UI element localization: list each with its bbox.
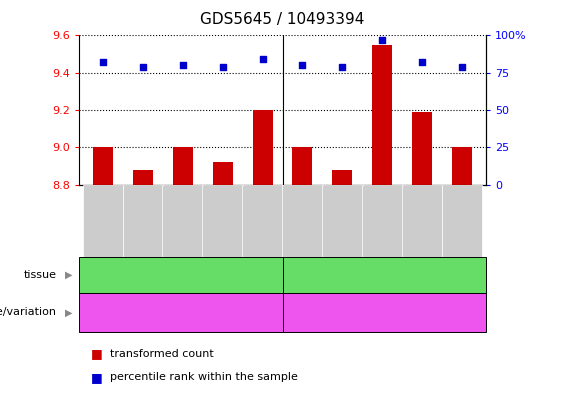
Bar: [133, 170, 153, 185]
Point: [258, 56, 267, 62]
Text: GSM1348738: GSM1348738: [298, 191, 307, 252]
Text: ▶: ▶: [65, 270, 72, 280]
Point: [338, 64, 347, 70]
Point: [458, 64, 467, 70]
Bar: [253, 110, 272, 185]
Text: tissue: tissue: [24, 270, 56, 280]
Point: [298, 62, 307, 68]
Text: GSM1348736: GSM1348736: [218, 191, 227, 252]
Point: [218, 64, 227, 70]
Bar: [412, 112, 432, 185]
Text: genotype/variation: genotype/variation: [0, 307, 56, 318]
Text: percentile rank within the sample: percentile rank within the sample: [110, 372, 298, 382]
Point: [98, 59, 107, 65]
Point: [418, 59, 427, 65]
Text: GSM1348737: GSM1348737: [258, 191, 267, 252]
Text: Anaplastic Thyroid Carcinoma tumor: Anaplastic Thyroid Carcinoma tumor: [295, 270, 473, 280]
Text: transformed count: transformed count: [110, 349, 214, 359]
Text: Papillary Thyroid Carcinoma tumor: Papillary Thyroid Carcinoma tumor: [90, 270, 271, 280]
Point: [377, 37, 386, 43]
Bar: [293, 147, 312, 185]
Text: TPOCreER; BrafV600E: TPOCreER; BrafV600E: [124, 307, 238, 318]
Bar: [332, 170, 353, 185]
Point: [179, 62, 188, 68]
Point: [138, 64, 147, 70]
Text: ■: ■: [90, 347, 102, 360]
Text: GSM1348739: GSM1348739: [338, 191, 347, 252]
Bar: [212, 162, 233, 185]
Text: ■: ■: [90, 371, 102, 384]
Bar: [452, 147, 472, 185]
Bar: [93, 147, 113, 185]
Bar: [372, 45, 392, 185]
Text: GSM1348741: GSM1348741: [418, 191, 427, 251]
Text: GSM1348740: GSM1348740: [378, 191, 386, 251]
Bar: [173, 147, 193, 185]
Text: GDS5645 / 10493394: GDS5645 / 10493394: [201, 12, 364, 27]
Text: GSM1348735: GSM1348735: [179, 191, 187, 252]
Text: GSM1348733: GSM1348733: [98, 191, 107, 252]
Text: GSM1348742: GSM1348742: [458, 191, 467, 251]
Text: GSM1348734: GSM1348734: [138, 191, 147, 251]
Text: ▶: ▶: [65, 307, 72, 318]
Text: TPOCreER; BrafV600E; p53 -/-: TPOCreER; BrafV600E; p53 -/-: [307, 307, 462, 318]
